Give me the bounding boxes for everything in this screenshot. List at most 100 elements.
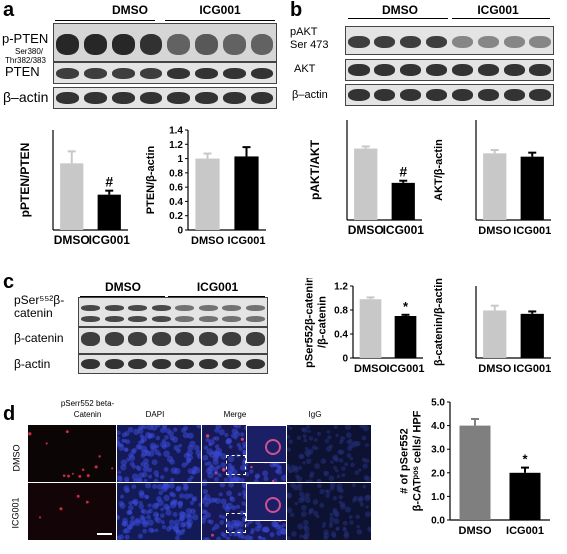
blot-band — [81, 315, 101, 323]
cell-nucleus — [280, 528, 286, 535]
cell-nucleus — [214, 444, 220, 449]
blot-band — [250, 34, 274, 55]
category-label: DMSO — [478, 363, 511, 375]
cell-nucleus — [302, 461, 306, 465]
blot-band — [104, 332, 124, 347]
cell-nucleus — [204, 461, 209, 467]
cell-nucleus — [117, 430, 121, 435]
cell-nucleus — [147, 450, 155, 457]
cell-nucleus — [339, 449, 345, 455]
cell-nucleus — [308, 508, 313, 513]
y-tick-label: 0.2 — [169, 211, 183, 222]
cell-nucleus — [291, 531, 297, 537]
cell-nucleus — [213, 476, 219, 482]
cell-nucleus — [241, 535, 246, 540]
blot-band — [139, 92, 163, 104]
cell-nucleus — [303, 438, 308, 443]
cell-nucleus — [170, 500, 175, 506]
cell-nucleus — [261, 527, 267, 533]
cell-nucleus — [352, 440, 359, 447]
cell-nucleus — [236, 442, 242, 448]
cell-nucleus — [338, 500, 343, 504]
micrograph-texture — [117, 425, 201, 482]
cell-nucleus — [302, 434, 307, 439]
cell-nucleus — [245, 522, 249, 527]
micrograph-dmso-pser552 — [28, 425, 116, 482]
cell-nucleus — [222, 532, 228, 539]
micrograph-texture — [38, 494, 89, 519]
blot-band — [245, 358, 265, 370]
cell-nucleus — [131, 464, 137, 469]
cell-nucleus — [128, 500, 133, 506]
cell-nucleus — [329, 512, 334, 517]
panel-label-b: b — [290, 0, 303, 21]
cell-nucleus — [187, 478, 192, 482]
cell-nucleus — [161, 524, 167, 530]
cell-nucleus — [346, 453, 352, 458]
cell-nucleus — [177, 500, 184, 507]
panel-label-a: a — [3, 0, 15, 21]
cell-nucleus — [154, 528, 159, 533]
category-label: DMSO — [354, 363, 387, 375]
blot-strip-pakt — [345, 26, 554, 55]
blot-band — [139, 34, 163, 55]
blot-band — [503, 35, 525, 48]
cell-nucleus — [261, 536, 267, 540]
cell-nucleus — [287, 463, 291, 470]
chart-pten-bactin: 0 0.2 0.4 0.6 0.8 1 1.2 1.4 PTEN/β-actin DMSO ICG0… — [145, 126, 266, 247]
cell-nucleus — [231, 428, 238, 435]
cell-nucleus — [237, 528, 244, 535]
cell-nucleus — [139, 518, 145, 524]
cell-nucleus — [314, 446, 319, 450]
blot-strip-bactin-c — [78, 354, 268, 374]
cell-nucleus — [339, 435, 346, 442]
cell-nucleus — [359, 502, 364, 507]
cell-nucleus — [124, 430, 130, 437]
blot-band — [84, 67, 107, 79]
blot-band — [198, 304, 218, 311]
cell-nucleus — [361, 457, 367, 463]
bar-icg001 — [234, 156, 259, 230]
cell-nucleus — [341, 473, 346, 478]
cell-nucleus — [122, 528, 128, 534]
cell-nucleus — [288, 426, 293, 431]
cell-nucleus — [300, 511, 307, 518]
cell-nucleus — [143, 479, 148, 482]
zoom-inset — [246, 483, 286, 521]
blot-band — [56, 34, 80, 55]
cell-nucleus — [81, 468, 85, 472]
group-label-dmso-b: DMSO — [382, 3, 418, 17]
blot-band — [198, 315, 218, 323]
blot-band — [222, 332, 242, 347]
cell-nucleus — [175, 486, 181, 492]
cell-nucleus — [204, 502, 209, 508]
cell-nucleus — [150, 425, 158, 431]
cell-nucleus — [150, 444, 158, 452]
cell-nucleus — [324, 438, 330, 444]
cell-nucleus — [191, 497, 196, 502]
cell-nucleus — [313, 438, 318, 442]
cell-nucleus — [123, 476, 130, 482]
cell-nucleus — [160, 520, 165, 525]
cell-nucleus — [355, 514, 360, 520]
zoom-inset — [246, 425, 286, 463]
blot-band — [477, 89, 499, 101]
cell-nucleus — [289, 512, 295, 518]
cell-nucleus — [163, 494, 170, 502]
cell-nucleus — [342, 520, 348, 526]
cell-nucleus — [131, 499, 136, 505]
cell-nucleus — [227, 455, 235, 463]
cell-nucleus — [163, 450, 170, 458]
cell-nucleus — [294, 501, 299, 506]
cell-nucleus — [317, 483, 322, 489]
blot-band — [151, 358, 171, 370]
cell-nucleus — [222, 468, 226, 472]
blot-band — [222, 315, 242, 323]
cell-nucleus — [134, 519, 141, 526]
cell-nucleus — [158, 490, 164, 496]
cell-nucleus — [218, 429, 225, 436]
bar-dmso — [60, 163, 84, 230]
cell-nucleus — [147, 503, 152, 508]
blot-band — [451, 64, 474, 76]
category-label: DMSO — [478, 225, 511, 237]
